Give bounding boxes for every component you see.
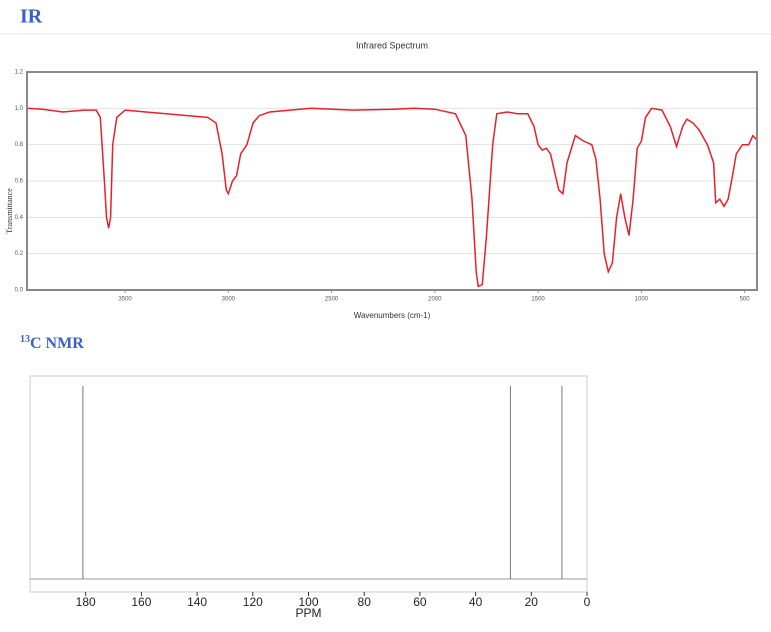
y-tick-label: 0.8 xyxy=(15,142,24,148)
x-tick-label: 1000 xyxy=(635,297,649,303)
x-tick-label: 3500 xyxy=(118,297,132,303)
x-tick-label: 120 xyxy=(243,595,263,609)
x-tick-label: 40 xyxy=(469,595,483,609)
superscript: 13 xyxy=(20,334,30,345)
heading-text: C NMR xyxy=(30,335,84,352)
ir-heading: IR xyxy=(20,6,43,28)
y-tick-label: 1.2 xyxy=(15,70,24,76)
x-tick-label: 100 xyxy=(298,595,318,609)
plot-frame xyxy=(29,375,588,593)
x-tick-label: 2500 xyxy=(325,297,339,303)
x-tick-label: 500 xyxy=(740,297,751,303)
plot-frame xyxy=(26,71,758,291)
x-tick-label: 2000 xyxy=(428,297,442,303)
chart-title: Infrared Spectrum xyxy=(356,40,428,50)
x-tick-label: 3000 xyxy=(222,297,236,303)
x-tick-label: 180 xyxy=(76,595,96,609)
y-tick-label: 1.0 xyxy=(15,106,24,112)
y-tick-label: 0.2 xyxy=(15,251,24,257)
spectrum-line xyxy=(26,107,757,288)
x-tick-label: 80 xyxy=(358,595,372,609)
x-tick-label: 140 xyxy=(187,595,207,609)
y-tick-label: 0.0 xyxy=(15,288,24,294)
x-tick-label: 160 xyxy=(131,595,151,609)
y-tick-label: 0.6 xyxy=(15,179,24,185)
y-tick-label: 0.4 xyxy=(15,215,24,221)
x-tick-label: 0 xyxy=(584,595,591,609)
x-axis-label: PPM xyxy=(295,606,321,620)
x-axis-label: Wavenumbers (cm-1) xyxy=(354,311,431,320)
y-axis-label: Transmittance xyxy=(5,188,14,234)
x-tick-label: 60 xyxy=(413,595,427,609)
x-tick-label: 1500 xyxy=(531,297,545,303)
nmr-heading: 13C NMR xyxy=(20,334,84,351)
x-tick-label: 20 xyxy=(525,595,539,609)
